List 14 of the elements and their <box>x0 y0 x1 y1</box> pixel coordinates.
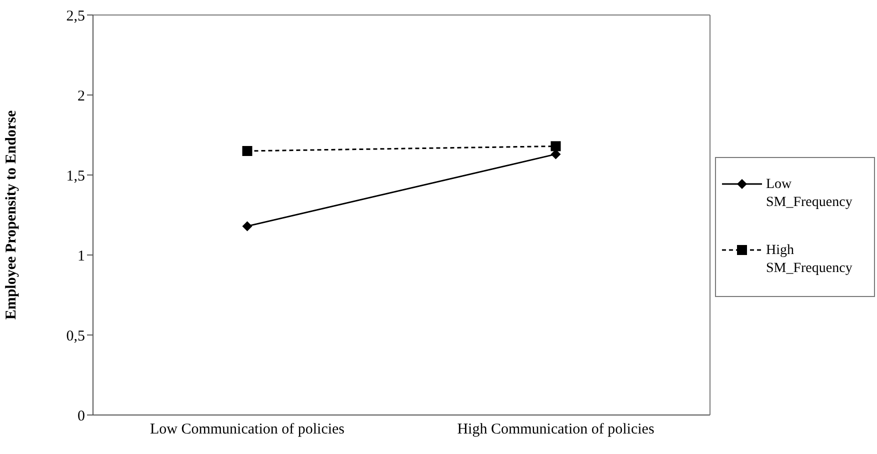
x-tick-label: Low Communication of policies <box>150 422 345 438</box>
legend-label: High SM_Frequency <box>766 242 854 278</box>
y-axis-title: Employee Propensity to Endorse <box>3 110 20 320</box>
y-tick-label: 1,5 <box>66 168 85 184</box>
point <box>550 141 561 152</box>
y-tick-label: 1 <box>78 248 85 264</box>
y-tick-label: 2 <box>78 88 85 104</box>
y-tick-label: 0,5 <box>66 328 85 344</box>
y-tick-label: 2,5 <box>66 8 85 24</box>
point <box>242 146 252 156</box>
x-tick-label: High Communication of policies <box>457 422 654 438</box>
y-tick-label: 0 <box>78 408 85 424</box>
point <box>242 221 252 232</box>
legend-label: Low SM_Frequency <box>766 176 854 212</box>
